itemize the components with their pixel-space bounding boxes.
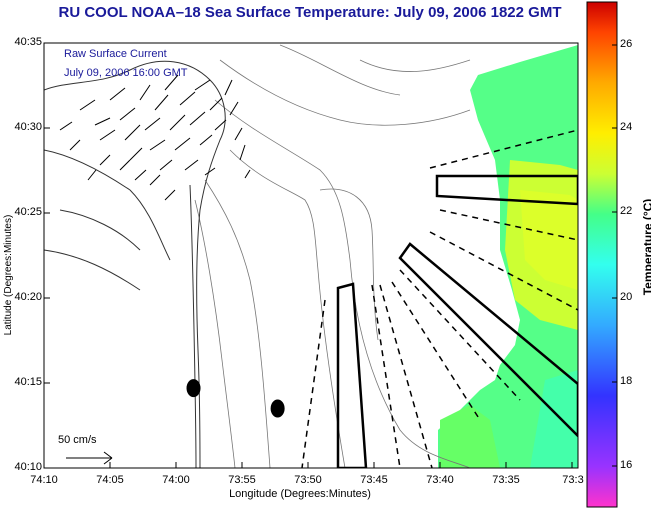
x-tick-label: 73:3	[562, 474, 584, 486]
x-tick-label: 74:05	[96, 474, 124, 486]
transects	[301, 129, 578, 468]
scale-label: 50 cm/s	[58, 434, 97, 446]
y-tick-label: 40:20	[14, 291, 42, 303]
bathymetry-contours	[194, 44, 471, 468]
x-axis-label: Longitude (Degrees:Minutes)	[229, 488, 371, 500]
figure-title: RU COOL NOAA–18 Sea Surface Temperature:…	[58, 4, 562, 21]
sst-field	[438, 45, 578, 468]
y-tick-label: 40:10	[14, 461, 42, 473]
transect-box-south	[336, 282, 368, 468]
transect-box-southeast	[398, 242, 578, 438]
x-tick-label: 73:50	[294, 474, 322, 486]
x-tick-label: 74:10	[30, 474, 58, 486]
colorbar-tick-label: 22	[620, 205, 633, 217]
colorbar-ticks	[612, 44, 617, 467]
dashed-transects	[301, 129, 578, 468]
y-tick-label: 40:15	[14, 376, 42, 388]
scale-arrow	[66, 451, 113, 465]
y-tick-label: 40:35	[14, 36, 42, 48]
colorbar-tick-label: 18	[620, 375, 633, 387]
y-tick-label: 40:30	[14, 121, 42, 133]
plot-frame	[43, 42, 579, 469]
y-tick-label: 40:25	[14, 206, 42, 218]
colorbar-tick-label: 20	[620, 291, 633, 303]
colorbar-tick-label: 26	[620, 38, 633, 50]
markers	[186, 379, 285, 418]
colorbar	[586, 1, 618, 508]
x-tick-label: 73:40	[426, 474, 454, 486]
legend-raw-current: Raw Surface Current	[64, 48, 167, 60]
x-tick-label: 73:45	[360, 474, 388, 486]
coastline	[44, 60, 226, 468]
current-vectors	[59, 74, 251, 201]
legend-current-time: July 09, 2006 16:00 GMT	[64, 67, 188, 79]
buoy-2-marker	[270, 399, 285, 418]
colorbar-tick-label: 16	[620, 459, 633, 471]
colorbar-label: Temperature (°C)	[641, 198, 651, 296]
tick-marks	[43, 42, 573, 469]
colorbar-tick-label: 24	[620, 121, 633, 133]
transect-box-east	[435, 174, 578, 206]
buoy-1-marker	[186, 379, 201, 398]
x-tick-label: 73:55	[228, 474, 256, 486]
x-tick-label: 74:00	[162, 474, 190, 486]
x-tick-label: 73:35	[492, 474, 520, 486]
